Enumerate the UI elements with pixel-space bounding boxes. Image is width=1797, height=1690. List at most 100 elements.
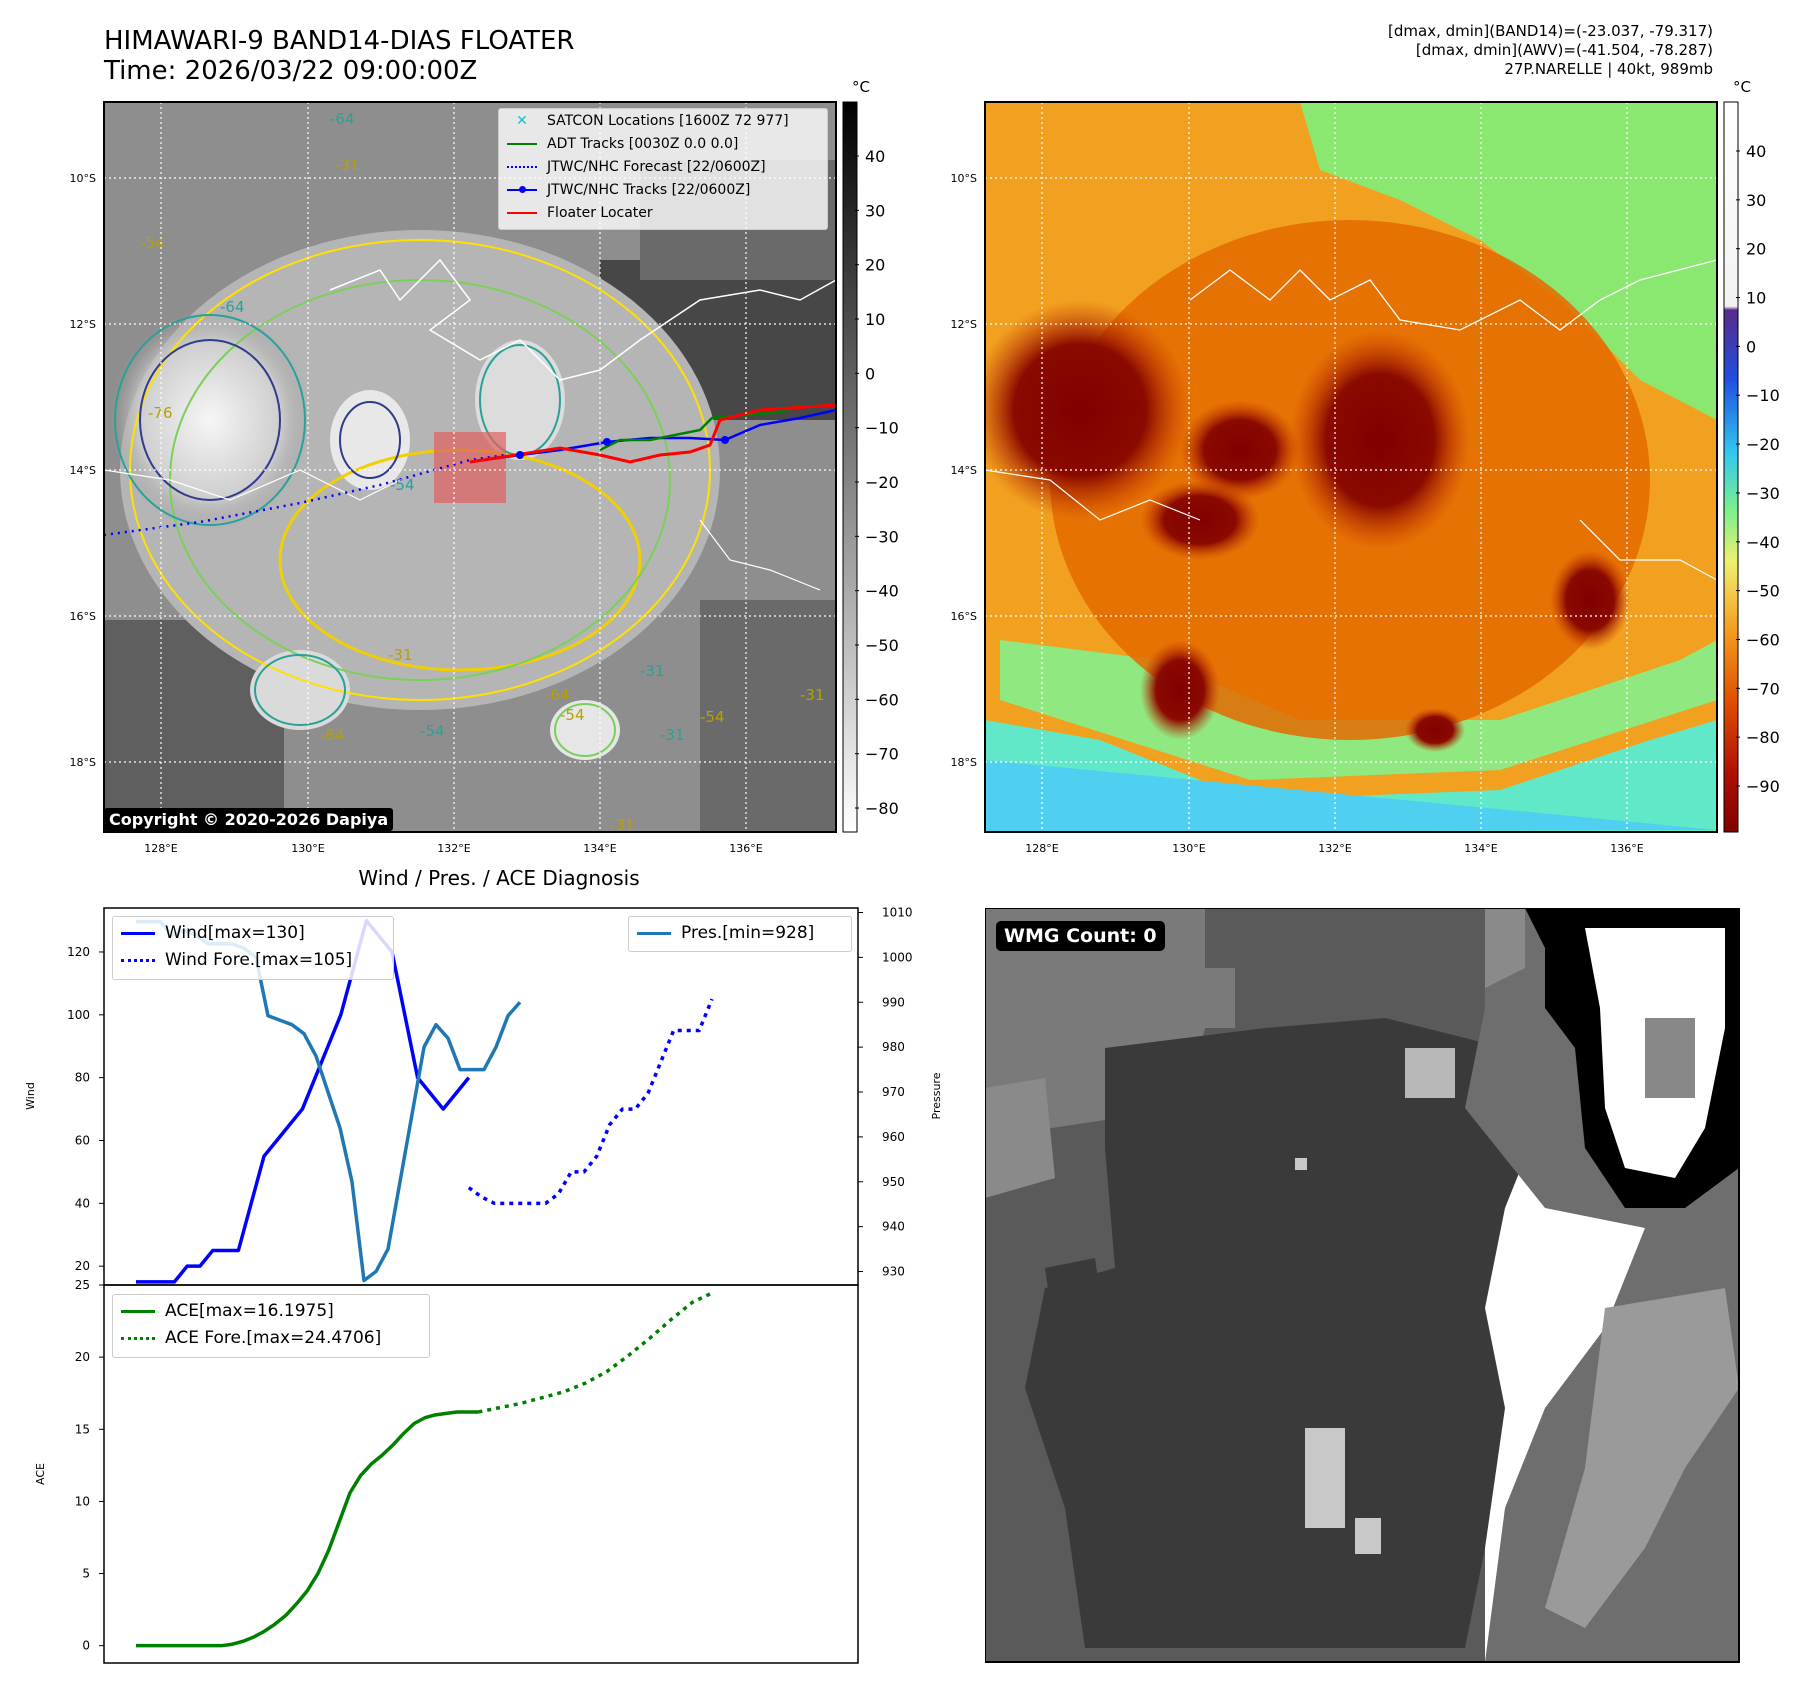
- lat-tick-label: 14°S: [951, 464, 977, 477]
- legend-ace: ACE[max=16.1975]: [121, 1301, 334, 1321]
- lon-tick-label: 128°E: [144, 842, 177, 855]
- colorbar-tick-label: −30: [1746, 484, 1780, 503]
- contour-label: -54: [560, 706, 585, 724]
- axis-tick-label: 970: [882, 1085, 905, 1099]
- ir-colorbar: [842, 101, 858, 833]
- axis-tick-label: 940: [882, 1220, 905, 1234]
- colorbar-tick-label: 20: [1746, 240, 1766, 259]
- colorbar-tick-label: −20: [865, 473, 899, 492]
- axis-tick-label: 0: [82, 1639, 90, 1653]
- ir-contour-labels: -64-31-54-64-76-31-31-54-64-31-54-31-54-…: [140, 110, 825, 834]
- ace-legend: ACE[max=16.1975] ACE Fore.[max=24.4706]: [112, 1294, 430, 1358]
- lat-tick-label: 14°S: [70, 464, 96, 477]
- colorbar-tick-label: −30: [865, 527, 899, 546]
- series-line-ace: [136, 1410, 479, 1648]
- lon-tick-label: 136°E: [729, 842, 762, 855]
- series-line-ace-fore-: [478, 1290, 715, 1414]
- legend-floater: Floater Locater: [507, 205, 653, 221]
- ir-lon-labels: 128°E 130°E 132°E 134°E 136°E: [144, 842, 762, 855]
- axis-tick-label: 10: [75, 1494, 90, 1508]
- colorbar-tick-label: −10: [1746, 386, 1780, 405]
- lat-tick-label: 16°S: [951, 610, 977, 623]
- wv-colorbar-ticks: 40 30 20 10 0 −10 −20 −30 −40 −50 −60 −70 −80 −90: [1736, 142, 1780, 796]
- lon-tick-label: 130°E: [291, 842, 324, 855]
- contour-label: -54: [390, 476, 415, 494]
- info-line-3: 27P.NARELLE | 40kt, 989mb: [1504, 60, 1713, 78]
- contour-label: -31: [335, 156, 360, 174]
- colorbar-tick-label: 40: [865, 147, 885, 166]
- legend-adt: ADT Tracks [0030Z 0.0 0.0]: [507, 136, 738, 152]
- axis-tick-label: 20: [75, 1350, 90, 1364]
- legend-pres-label: Pres.[min=928]: [681, 923, 815, 943]
- contour-label: -31: [388, 646, 413, 664]
- contour-label: -31: [610, 816, 635, 834]
- legend-wind-fore-label: Wind Fore.[max=105]: [165, 950, 353, 970]
- x-marker-icon: ✕: [516, 113, 528, 129]
- ir-lat-labels: 10°S 12°S 14°S 16°S 18°S: [70, 172, 96, 769]
- series-line-wind: [136, 918, 471, 1284]
- colorbar-tick-label: −80: [865, 799, 899, 818]
- axis-tick-label: 950: [882, 1175, 905, 1189]
- legend-satcon-label: SATCON Locations [1600Z 72 977]: [547, 113, 789, 129]
- colorbar-tick-label: −40: [1746, 533, 1780, 552]
- line-icon: [637, 931, 671, 935]
- lat-tick-label: 10°S: [70, 172, 96, 185]
- lon-tick-label: 128°E: [1025, 842, 1058, 855]
- contour-label: -64: [220, 298, 245, 316]
- lon-tick-label: 134°E: [1464, 842, 1497, 855]
- colorbar-tick-label: 10: [865, 310, 885, 329]
- lon-tick-label: 136°E: [1610, 842, 1643, 855]
- figure-title: HIMAWARI-9 BAND14-DIAS FLOATER Time: 202…: [104, 26, 574, 86]
- colorbar-tick-label: −70: [1746, 679, 1780, 698]
- ace-axis-ticks: 0 5 10 15 20 25: [75, 1278, 104, 1653]
- ir-gridlines: [104, 102, 836, 832]
- legend-forecast-label: JTWC/NHC Forecast [22/0600Z]: [547, 159, 766, 175]
- lon-tick-label: 134°E: [583, 842, 616, 855]
- axis-tick-label: 80: [75, 1071, 90, 1085]
- storm-info: [dmax, dmin](BAND14)=(-23.037, -79.317) …: [1388, 22, 1713, 79]
- jtwc-forecast-track: [104, 453, 506, 537]
- diagnosis-title: Wind / Pres. / ACE Diagnosis: [358, 866, 640, 890]
- legend-satcon: ✕ SATCON Locations [1600Z 72 977]: [507, 113, 789, 129]
- ir-colorbar-unit: °C: [852, 78, 870, 96]
- contour-label: -54: [140, 234, 165, 252]
- axis-tick-label: 1000: [882, 950, 913, 964]
- axis-tick-label: 960: [882, 1130, 905, 1144]
- lon-tick-label: 130°E: [1172, 842, 1205, 855]
- lon-tick-label: 132°E: [437, 842, 470, 855]
- colorbar-tick-label: −70: [865, 745, 899, 764]
- ir-panel: -64-31-54-64-76-31-31-54-64-31-54-31-54-…: [70, 101, 899, 855]
- colorbar-tick-label: 30: [865, 201, 885, 220]
- adt-track: [599, 403, 801, 452]
- legend-ace-label: ACE[max=16.1975]: [165, 1301, 334, 1321]
- ir-colorbar-ticks: 40 30 20 10 0 −10 −20 −30 −40 −50 −60 −70 −80: [855, 147, 899, 818]
- colorbar-tick-label: −50: [865, 636, 899, 655]
- lat-tick-label: 10°S: [951, 172, 977, 185]
- lat-tick-label: 12°S: [70, 318, 96, 331]
- colorbar-tick-label: −60: [1746, 630, 1780, 649]
- series-line-wind-fore-: [467, 998, 714, 1206]
- colorbar-tick-label: 0: [1746, 337, 1756, 356]
- wv-panel: 40 30 20 10 0 −10 −20 −30 −40 −50 −60 −70 −80 −90 10°…: [951, 101, 1780, 855]
- wmg-count-badge: WMG Count: 0: [996, 921, 1165, 951]
- contour-label: -76: [148, 404, 173, 422]
- colorbar-tick-label: 0: [865, 364, 875, 383]
- colorbar-tick-label: 10: [1746, 289, 1766, 308]
- colorbar-tick-label: −60: [865, 690, 899, 709]
- lat-tick-label: 18°S: [70, 756, 96, 769]
- line-icon: [507, 212, 537, 214]
- contour-label: -54: [700, 708, 725, 726]
- ir-legend: ✕ SATCON Locations [1600Z 72 977] ADT Tr…: [498, 108, 828, 230]
- wmg-panel: [985, 908, 1740, 1663]
- wind-axis-label: Wind: [24, 1082, 37, 1110]
- lon-tick-label: 132°E: [1318, 842, 1351, 855]
- contour-label: -31: [660, 726, 685, 744]
- pressure-axis-ticks: 930 940 950 960 970 980 990 1000 1010: [858, 905, 913, 1279]
- axis-tick-label: 5: [82, 1567, 90, 1581]
- axis-tick-label: 1010: [882, 905, 913, 919]
- axis-tick-label: 40: [75, 1196, 90, 1210]
- contour-label: -54: [420, 722, 445, 740]
- colorbar-tick-label: −80: [1746, 728, 1780, 747]
- contour-label: -31: [800, 686, 825, 704]
- line-icon: [121, 931, 155, 935]
